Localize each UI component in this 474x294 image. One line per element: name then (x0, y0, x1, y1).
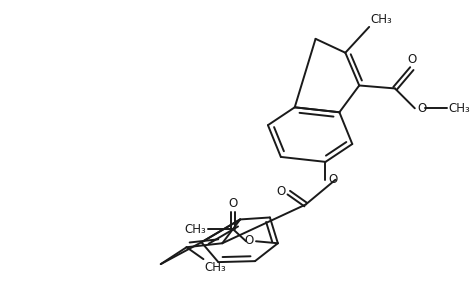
Text: CH₃: CH₃ (448, 102, 470, 115)
Text: O: O (407, 53, 417, 66)
Text: O: O (228, 196, 238, 210)
Text: O: O (245, 234, 254, 247)
Text: O: O (418, 102, 427, 115)
Text: CH₃: CH₃ (185, 223, 206, 236)
Text: CH₃: CH₃ (370, 13, 392, 26)
Text: CH₃: CH₃ (204, 261, 226, 274)
Text: O: O (328, 173, 337, 186)
Text: O: O (276, 185, 286, 198)
